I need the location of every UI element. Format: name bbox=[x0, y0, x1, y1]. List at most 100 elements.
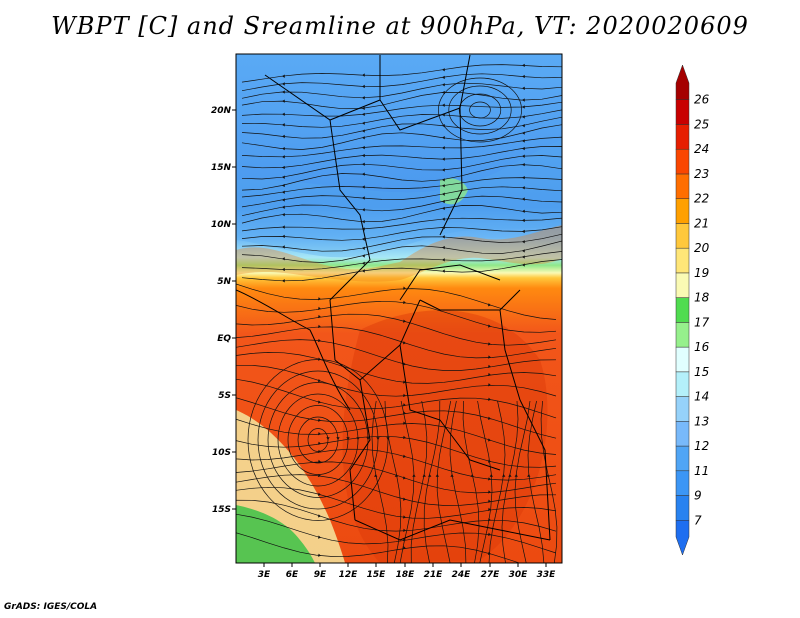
colorbar-swatch bbox=[675, 64, 690, 100]
streamline-arrow bbox=[362, 208, 365, 212]
streamline-arrow bbox=[522, 218, 525, 223]
wind-arrows bbox=[282, 63, 550, 557]
streamline-arrow bbox=[522, 74, 525, 79]
streamline bbox=[236, 352, 557, 384]
streamline-arrow bbox=[402, 497, 406, 501]
streamline bbox=[241, 82, 562, 99]
lon-label: 6E bbox=[286, 570, 299, 580]
streamline-arrow bbox=[442, 184, 445, 188]
streamline bbox=[540, 400, 558, 563]
lat-label: 5N bbox=[217, 277, 231, 287]
streamline-arrow bbox=[282, 165, 285, 170]
streamline bbox=[236, 474, 557, 506]
colorbar-swatch bbox=[675, 396, 690, 422]
streamline bbox=[241, 136, 562, 158]
streamline bbox=[236, 283, 557, 320]
streamline-arrow bbox=[282, 190, 285, 194]
streamline-arrow bbox=[362, 237, 365, 241]
streamline-arrow bbox=[487, 364, 491, 368]
colorbar-swatch bbox=[675, 421, 690, 447]
streamline bbox=[236, 461, 557, 494]
lon-axis: 3E 6E 9E 12E 15E 18E 21E 24E 27E 30E 33E bbox=[258, 563, 556, 580]
streamline-arrow bbox=[442, 103, 445, 107]
colorbar-swatch bbox=[675, 124, 690, 150]
streamline-arrow bbox=[527, 474, 531, 477]
streamline bbox=[423, 400, 441, 563]
colorbar-swatch bbox=[675, 495, 690, 521]
colorbar-label: 23 bbox=[694, 167, 709, 181]
streamline-arrow bbox=[282, 245, 285, 249]
map-plot-area bbox=[236, 54, 562, 563]
streamline-arrow bbox=[487, 342, 491, 346]
streamline-arrow bbox=[522, 131, 525, 135]
swirl-ring bbox=[458, 93, 502, 127]
colorbar-label: 17 bbox=[694, 315, 710, 329]
streamline-arrow bbox=[487, 507, 491, 511]
colorbar-label: 11 bbox=[694, 464, 709, 478]
streamline-arrow bbox=[282, 213, 285, 217]
streamline-arrow bbox=[402, 300, 406, 304]
streamline-arrow bbox=[487, 499, 491, 503]
streamline-arrow bbox=[487, 551, 491, 556]
streamline-arrow bbox=[402, 476, 406, 480]
streamline-arrow bbox=[442, 157, 445, 161]
streamline-arrow bbox=[402, 421, 406, 425]
streamline bbox=[236, 397, 557, 439]
colorbar-label: 20 bbox=[694, 241, 710, 255]
streamline bbox=[384, 400, 402, 563]
lon-label: 9E bbox=[314, 570, 327, 580]
southwest-green-region bbox=[236, 505, 315, 563]
colorbar-swatch bbox=[675, 198, 690, 224]
streamline-arrow bbox=[282, 112, 285, 116]
streamline-arrow bbox=[522, 197, 525, 201]
streamline bbox=[236, 486, 557, 519]
streamline-arrow bbox=[326, 437, 330, 440]
streamline bbox=[236, 313, 557, 346]
streamline-arrow bbox=[282, 183, 285, 188]
streamline-arrow bbox=[362, 220, 365, 224]
streamline-arrow bbox=[412, 474, 416, 477]
lat-label: 15N bbox=[211, 163, 232, 173]
streamline-arrow bbox=[522, 255, 525, 259]
streamline-arrow bbox=[346, 437, 350, 440]
streamline-arrow bbox=[317, 449, 321, 453]
streamline bbox=[236, 339, 557, 371]
streamline-arrow bbox=[362, 96, 365, 100]
lat-label: EQ bbox=[217, 334, 231, 344]
streamline-arrow bbox=[514, 474, 518, 477]
streamline bbox=[236, 364, 557, 397]
streamline-arrow bbox=[442, 245, 445, 250]
streamline-arrow bbox=[317, 441, 321, 445]
streamline-arrow bbox=[522, 229, 525, 234]
streamline bbox=[241, 233, 562, 252]
streamline-arrow bbox=[487, 490, 491, 494]
streamline-arrow bbox=[442, 90, 445, 95]
streamline-arrow bbox=[487, 355, 491, 359]
colorbar-swatch bbox=[675, 520, 690, 556]
streamline-arrow bbox=[487, 397, 491, 401]
streamline bbox=[241, 259, 562, 282]
streamline bbox=[241, 177, 562, 198]
streamline bbox=[241, 109, 562, 128]
grads-credit: GrADS: IGES/COLA bbox=[4, 602, 98, 612]
streamline-arrow bbox=[317, 418, 321, 422]
streamline-arrow bbox=[317, 553, 321, 557]
streamline-arrow bbox=[442, 75, 445, 80]
streamline-arrow bbox=[487, 438, 491, 442]
streamline-arrow bbox=[362, 254, 365, 258]
colorbar-swatch bbox=[675, 148, 690, 175]
streamline-arrow bbox=[362, 153, 365, 158]
streamline-arrow bbox=[487, 372, 491, 377]
colorbar-swatch bbox=[675, 470, 690, 496]
streamline-arrow bbox=[374, 474, 378, 477]
streamline-arrow bbox=[282, 257, 285, 261]
streamline-arrow bbox=[317, 297, 321, 301]
swirl-ring bbox=[448, 85, 512, 135]
streamline-arrow bbox=[522, 263, 525, 267]
streamline-arrow bbox=[362, 145, 365, 150]
streamline-arrow bbox=[362, 136, 365, 140]
streamline-arrow bbox=[508, 474, 512, 477]
streamline-arrow bbox=[402, 362, 406, 366]
colorbar-label: 7 bbox=[694, 513, 702, 527]
streamline bbox=[241, 155, 562, 180]
